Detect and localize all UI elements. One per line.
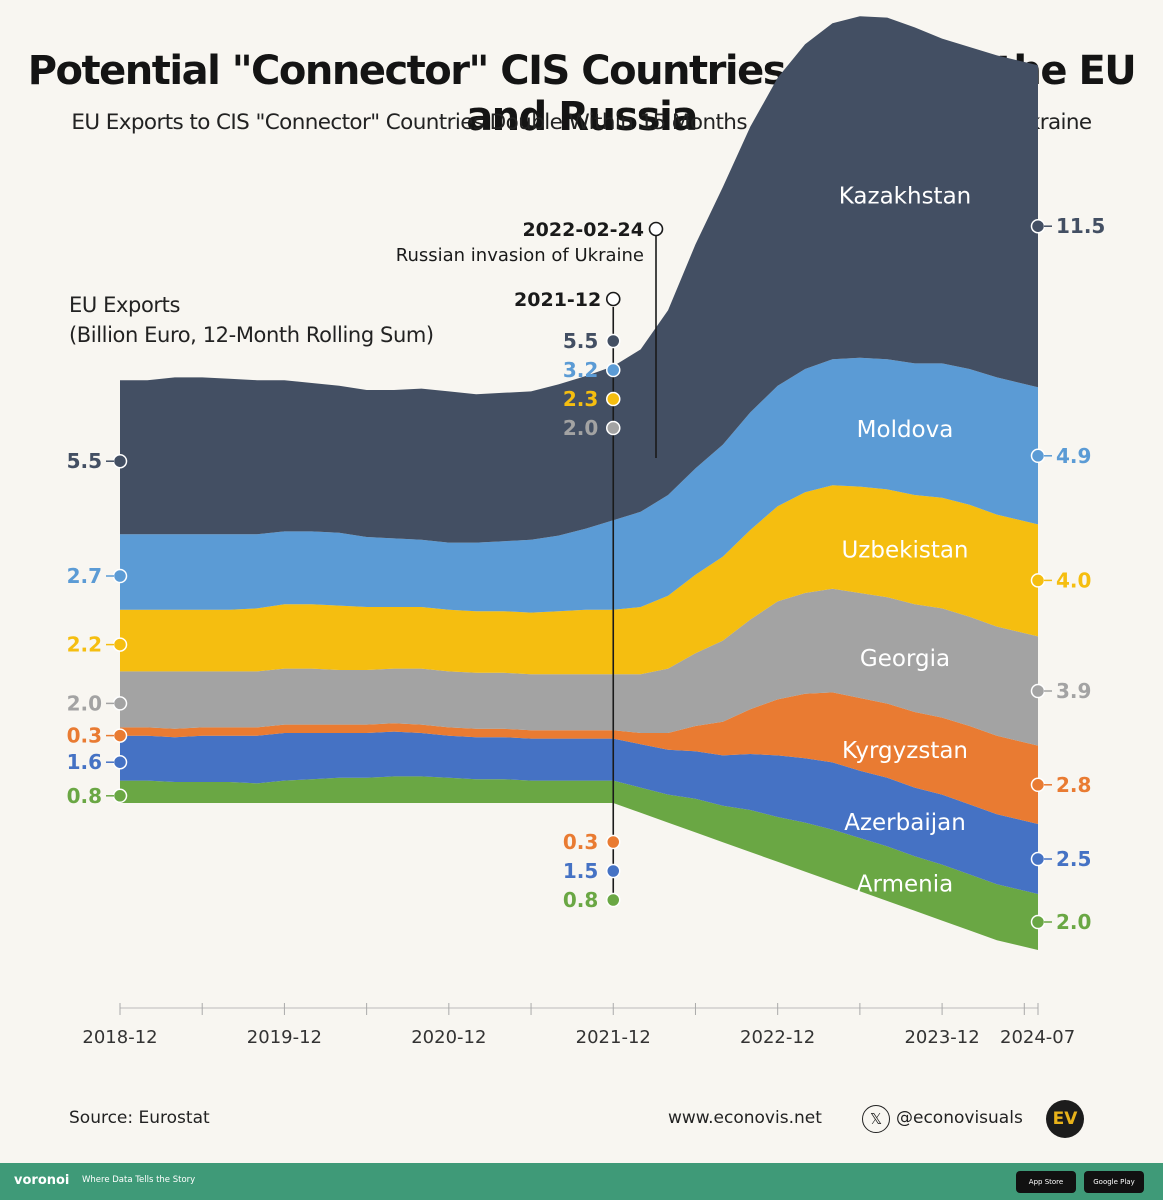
end-value-moldova: 4.9 bbox=[1056, 444, 1091, 468]
google-play-button[interactable]: Google Play bbox=[1084, 1171, 1144, 1193]
mid-dot-georgia bbox=[606, 420, 621, 436]
voronoi-logo: voronoi bbox=[14, 1173, 70, 1188]
end-dot-uzbekistan bbox=[1030, 573, 1046, 588]
area-moldova bbox=[120, 357, 1038, 613]
x-tick-label-2018-12: 2018-12 bbox=[82, 1027, 157, 1048]
start-value-armenia: 0.8 bbox=[67, 784, 102, 808]
area-kyrgyzstan bbox=[120, 692, 1038, 824]
mid-value-moldova: 3.2 bbox=[563, 358, 598, 382]
start-value-georgia: 2.0 bbox=[67, 691, 102, 715]
mid-value-kazakhstan: 5.5 bbox=[563, 329, 598, 353]
end-dot-kazakhstan bbox=[1030, 218, 1046, 234]
website-link[interactable]: www.econovis.net bbox=[668, 1108, 822, 1128]
mid-value-georgia: 2.0 bbox=[563, 416, 598, 440]
end-dot-armenia bbox=[1030, 914, 1046, 930]
y-axis-label-line1: EU Exports bbox=[69, 293, 180, 317]
series-label-azerbaijan: Azerbaijan bbox=[844, 810, 966, 836]
annotation-text-invasion: Russian invasion of Ukraine bbox=[396, 245, 644, 266]
mid-dot-kazakhstan bbox=[606, 333, 621, 349]
mid-dot-uzbekistan bbox=[606, 391, 621, 407]
x-tick-label-2021-12: 2021-12 bbox=[576, 1027, 651, 1048]
end-value-armenia: 2.0 bbox=[1056, 910, 1091, 934]
start-dot-armenia bbox=[112, 788, 128, 804]
start-value-azerbaijan: 1.6 bbox=[67, 750, 102, 774]
annotation-label-2021-12: 2021-12 bbox=[514, 289, 601, 311]
app-store-button[interactable]: App Store bbox=[1016, 1171, 1076, 1193]
series-label-moldova: Moldova bbox=[857, 417, 954, 443]
social-handle[interactable]: @econovisuals bbox=[896, 1108, 1023, 1128]
series-label-georgia: Georgia bbox=[860, 646, 950, 672]
y-axis-label-line2: (Billion Euro, 12-Month Rolling Sum) bbox=[69, 323, 434, 347]
mid-dot-azerbaijan bbox=[606, 863, 621, 879]
annotation-label-invasion: 2022-02-24 bbox=[522, 219, 644, 241]
mid-value-kyrgyzstan: 0.3 bbox=[563, 830, 598, 854]
x-tick-label-2023-12: 2023-12 bbox=[904, 1027, 979, 1048]
x-tick-label-2024-07: 2024-07 bbox=[1000, 1027, 1075, 1048]
mid-dot-kyrgyzstan bbox=[606, 834, 621, 850]
end-value-uzbekistan: 4.0 bbox=[1056, 568, 1091, 592]
end-value-kazakhstan: 11.5 bbox=[1056, 214, 1105, 238]
annotation-marker-invasion bbox=[648, 221, 664, 237]
mid-value-uzbekistan: 2.3 bbox=[563, 387, 598, 411]
series-label-uzbekistan: Uzbekistan bbox=[841, 538, 968, 564]
end-dot-kyrgyzstan bbox=[1030, 777, 1046, 793]
econovis-logo: EV bbox=[1046, 1100, 1084, 1138]
series-label-kyrgyzstan: Kyrgyzstan bbox=[842, 738, 968, 764]
end-value-kyrgyzstan: 2.8 bbox=[1056, 773, 1091, 797]
brand-bar: voronoi Where Data Tells the Story App S… bbox=[0, 1163, 1163, 1200]
start-dot-moldova bbox=[112, 568, 128, 584]
start-dot-azerbaijan bbox=[112, 754, 128, 770]
start-value-moldova: 2.7 bbox=[67, 564, 102, 588]
mid-dot-moldova bbox=[606, 362, 621, 378]
start-value-kyrgyzstan: 0.3 bbox=[67, 724, 102, 748]
start-value-uzbekistan: 2.2 bbox=[67, 633, 102, 657]
start-dot-kazakhstan bbox=[112, 453, 128, 469]
area-azerbaijan bbox=[120, 731, 1038, 894]
x-tick-label-2020-12: 2020-12 bbox=[411, 1027, 486, 1048]
annotation-marker-2021-12 bbox=[605, 291, 621, 307]
mid-value-armenia: 0.8 bbox=[563, 888, 598, 912]
x-tick-label-2022-12: 2022-12 bbox=[740, 1027, 815, 1048]
area-armenia bbox=[120, 776, 1038, 950]
start-dot-georgia bbox=[112, 696, 128, 711]
end-dot-azerbaijan bbox=[1030, 851, 1046, 867]
area-uzbekistan bbox=[120, 485, 1038, 675]
end-dot-georgia bbox=[1030, 683, 1046, 699]
series-label-armenia: Armenia bbox=[857, 872, 953, 898]
start-value-kazakhstan: 5.5 bbox=[67, 449, 102, 473]
series-label-kazakhstan: Kazakhstan bbox=[839, 183, 972, 209]
start-dot-uzbekistan bbox=[112, 637, 128, 652]
x-logo-icon: 𝕏 bbox=[862, 1105, 890, 1133]
stacked-area-chart: Armenia Azerbaijan Kyrgyzstan Georgia Uzbeki… bbox=[67, 16, 1105, 1048]
brand-tagline: Where Data Tells the Story bbox=[82, 1175, 196, 1185]
y-axis-label: EU Exports (Billion Euro, 12-Month Rolli… bbox=[69, 290, 434, 350]
source-note: Source: Eurostat bbox=[69, 1108, 210, 1128]
area-georgia bbox=[120, 588, 1038, 746]
end-dot-moldova bbox=[1030, 448, 1046, 464]
mid-dot-armenia bbox=[606, 892, 621, 908]
mid-value-azerbaijan: 1.5 bbox=[563, 859, 598, 883]
area-kazakhstan bbox=[120, 16, 1038, 543]
end-value-georgia: 3.9 bbox=[1056, 679, 1091, 703]
start-dot-kyrgyzstan bbox=[112, 728, 128, 743]
x-tick-label-2019-12: 2019-12 bbox=[247, 1027, 322, 1048]
end-value-azerbaijan: 2.5 bbox=[1056, 847, 1091, 871]
